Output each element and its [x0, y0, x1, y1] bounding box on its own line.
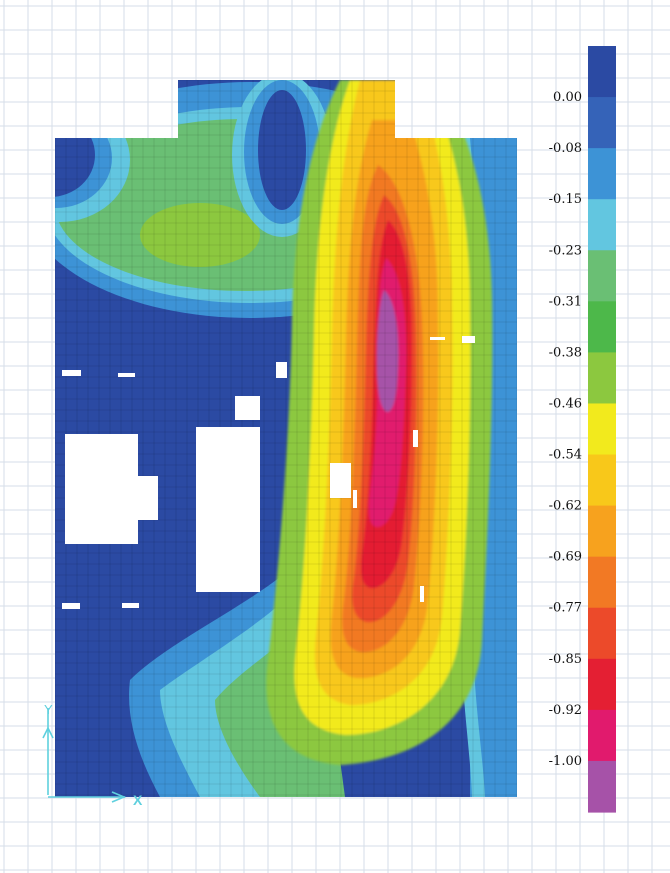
colorbar-band — [588, 760, 616, 813]
colorbar-band — [588, 199, 616, 251]
colorbar-tick-label: -0.15 — [549, 192, 582, 207]
upper-oval-blue — [258, 90, 306, 210]
colorbar-tick-label: -0.54 — [549, 448, 582, 463]
axis-indicator-y-arrow — [42, 726, 54, 739]
colorbar-tick-label: -0.85 — [549, 652, 582, 667]
colorbar-tick-label: -0.62 — [549, 499, 582, 514]
colorbar-band — [588, 352, 616, 405]
colorbar-tick-label: -0.08 — [549, 141, 582, 156]
colorbar — [588, 46, 616, 813]
axis-indicator: Y X — [42, 702, 143, 808]
colorbar-band — [588, 505, 616, 558]
opening-large-left — [65, 434, 138, 544]
hot-band-9-peak — [376, 290, 399, 412]
opening-tall-center — [196, 427, 260, 592]
colorbar-band — [588, 607, 616, 660]
colorbar-tick-label: -0.69 — [549, 550, 582, 565]
colorbar-band — [588, 46, 616, 98]
opening-slot-2 — [413, 430, 418, 447]
colorbar-tick-label: -1.00 — [549, 754, 582, 769]
opening-slot-4 — [430, 337, 445, 340]
opening-slot-1 — [353, 490, 357, 508]
opening-column-box — [330, 463, 351, 498]
axis-indicator-y-label: Y — [44, 702, 53, 717]
colorbar-band — [588, 658, 616, 711]
colorbar-tick-label: 0.00 — [553, 90, 582, 105]
opening-dash-1 — [62, 370, 81, 376]
opening-dash-3 — [62, 603, 80, 609]
colorbar-band — [588, 709, 616, 762]
colorbar-tick-label: -0.38 — [549, 345, 582, 360]
opening-left-notch — [136, 476, 158, 520]
colorbar-band — [588, 301, 616, 353]
openings-group — [62, 336, 475, 609]
colorbar-tick-label: -0.23 — [549, 243, 582, 258]
colorbar-band — [588, 97, 616, 149]
opening-slot-3 — [420, 586, 424, 602]
opening-tiny-1 — [276, 362, 287, 378]
colorbar-tick-label: -0.31 — [549, 294, 582, 309]
colorbar-band — [588, 250, 616, 302]
colorbar-band — [588, 556, 616, 609]
upper-left-band-green — [140, 203, 260, 267]
axis-indicator-x-label: X — [133, 792, 143, 808]
opening-dash-4 — [122, 603, 139, 608]
axis-indicator-x-arrow — [111, 791, 127, 803]
opening-dash-2 — [118, 373, 135, 377]
colorbar-tick-label: -0.46 — [549, 397, 582, 412]
colorbar-band — [588, 148, 616, 200]
colorbar-labels: 0.00 -0.08 -0.15 -0.23 -0.31 -0.38 -0.46 -0.54 -… — [549, 90, 582, 769]
colorbar-band — [588, 454, 616, 507]
opening-slot-5 — [462, 336, 475, 343]
colorbar-band — [588, 403, 616, 456]
hotspot-group — [266, 80, 493, 765]
colorbar-tick-label: -0.77 — [549, 601, 582, 616]
opening-small-square — [235, 396, 260, 420]
colorbar-tick-label: -0.92 — [549, 703, 582, 718]
